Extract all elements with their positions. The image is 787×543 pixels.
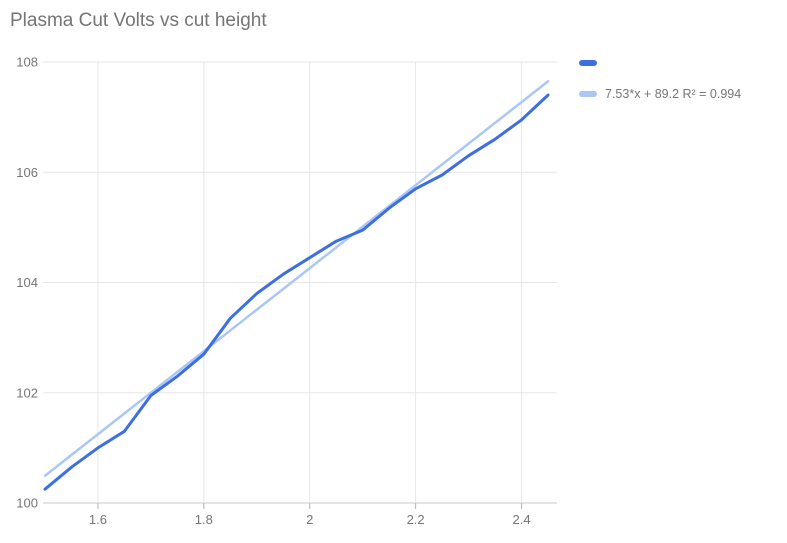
y-tick-label: 108 [16,55,38,70]
legend-item-series [579,60,605,66]
legend-item-trendline: 7.53*x + 89.2 R² = 0.994 [579,87,741,101]
y-tick-label: 104 [16,275,38,290]
chart-title: Plasma Cut Volts vs cut height [10,10,267,31]
x-tick-label: 1.8 [195,512,213,527]
legend-label-trendline: 7.53*x + 89.2 R² = 0.994 [605,87,742,101]
legend-swatch-trendline [579,91,597,97]
x-tick-label: 1.6 [89,512,107,527]
trend-line [43,80,550,477]
data-line [43,93,550,491]
x-tick-label: 2.2 [407,512,425,527]
y-tick-label: 100 [16,496,38,511]
x-tick-label: 2 [306,512,313,527]
legend-swatch-series [579,60,597,66]
y-tick-label: 106 [16,165,38,180]
x-tick-label: 2.4 [512,512,530,527]
y-tick-label: 102 [16,385,38,400]
